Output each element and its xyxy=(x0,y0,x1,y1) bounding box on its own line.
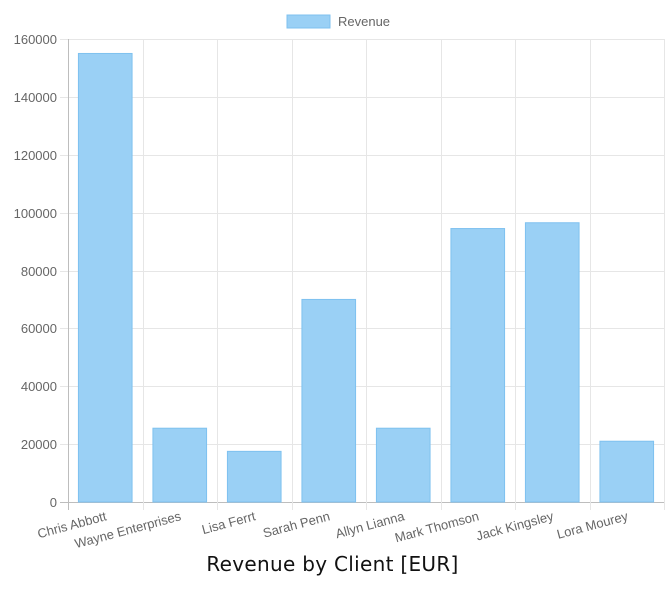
x-tick-label: Lora Mourey xyxy=(555,508,630,542)
y-tick-label: 0 xyxy=(50,495,57,510)
bar[interactable] xyxy=(152,427,208,503)
y-tick-label: 40000 xyxy=(21,379,57,394)
bar[interactable] xyxy=(77,52,133,503)
y-tick-label: 140000 xyxy=(14,90,57,105)
legend-swatch[interactable] xyxy=(286,14,331,29)
y-tick-labels: 0 20000 40000 60000 80000 100000 120000 140000 1… xyxy=(14,32,57,510)
bar[interactable] xyxy=(375,427,431,503)
y-tick-label: 20000 xyxy=(21,437,57,452)
bar[interactable] xyxy=(301,298,357,503)
bars xyxy=(77,52,655,503)
bar[interactable] xyxy=(450,228,506,503)
chart-title: Revenue by Client [EUR] xyxy=(206,552,459,576)
y-tick-label: 100000 xyxy=(14,206,57,221)
bar[interactable] xyxy=(226,450,282,503)
y-tick-label: 60000 xyxy=(21,321,57,336)
y-tick-label: 80000 xyxy=(21,264,57,279)
legend[interactable]: Revenue xyxy=(286,14,390,29)
bar[interactable] xyxy=(524,222,580,503)
bar[interactable] xyxy=(599,440,655,503)
y-tick-label: 120000 xyxy=(14,148,57,163)
x-tick-label: Mark Thomson xyxy=(393,508,480,545)
x-tick-label: Lisa Ferrt xyxy=(200,508,257,537)
legend-label[interactable]: Revenue xyxy=(338,14,390,29)
x-tick-label: Sarah Penn xyxy=(261,508,331,540)
y-tick-label: 160000 xyxy=(14,32,57,47)
x-tick-label: Jack Kingsley xyxy=(474,508,555,543)
